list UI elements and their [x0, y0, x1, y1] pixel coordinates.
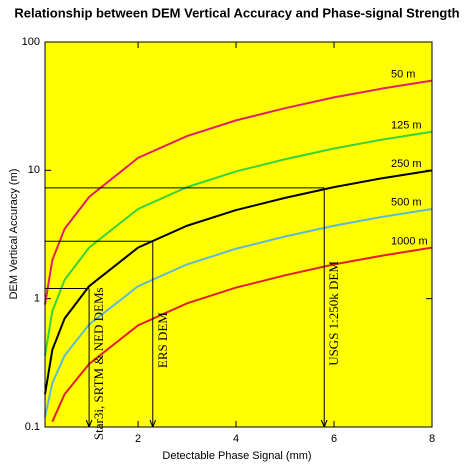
annotation-label: Star3i, SRTM & NED DEMs [91, 287, 106, 440]
series-label: 125 m [391, 119, 422, 131]
plot-frame [44, 41, 433, 428]
series-label: 50 m [391, 68, 415, 80]
series-label: 250 m [391, 158, 422, 170]
y-tick-label: 1 [34, 293, 40, 305]
series-line [44, 130, 433, 356]
annotation-label: ERS DEM [155, 312, 170, 368]
series-line [44, 169, 433, 395]
annotation-label: USGS 1:250k DEM [326, 261, 341, 366]
y-tick-label: 10 [28, 164, 40, 176]
x-tick-label: 2 [135, 433, 141, 445]
plot-background [45, 42, 432, 427]
series-line [51, 246, 433, 423]
series-label: 1000 m [391, 235, 428, 247]
series-line [44, 207, 433, 418]
x-tick-label: 6 [331, 433, 337, 445]
x-axis-label: Detectable Phase Signal (mm) [162, 450, 311, 462]
y-tick-label: 0.1 [25, 421, 40, 433]
x-tick-label: 8 [429, 433, 435, 445]
series-label: 500 m [391, 197, 422, 209]
x-tick-label: 4 [233, 433, 239, 445]
y-axis-label: DEM Vertical Accuracy (m) [8, 169, 20, 300]
chart-title: Relationship between DEM Vertical Accura… [14, 5, 459, 20]
y-tick-label: 100 [22, 36, 40, 48]
series-line [44, 79, 433, 305]
